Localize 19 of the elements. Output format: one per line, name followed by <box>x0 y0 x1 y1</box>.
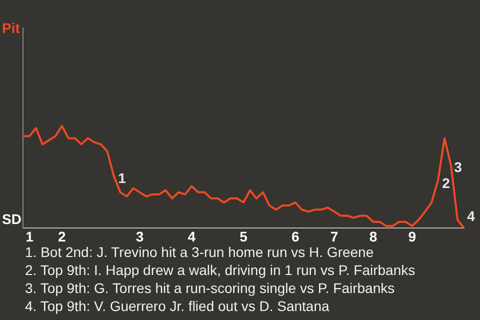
annotation: 2 <box>442 174 450 191</box>
x-tick-label: 7 <box>330 228 338 244</box>
x-tick-label: 3 <box>136 228 144 244</box>
text: SD <box>2 211 22 227</box>
x-tick-label: 5 <box>240 228 248 244</box>
text: 4. Top 9th: V. Guerrero Jr. flied out vs D. Santana <box>25 297 330 315</box>
annotation: 3 <box>454 158 462 175</box>
annotation: 1 <box>118 170 126 186</box>
x-tick-label: 9 <box>408 228 416 244</box>
x-tick-label: 4 <box>188 228 196 244</box>
x-tick-label: 8 <box>369 228 378 244</box>
text: 3. Top 9th: G. Torres hit a run-scoring single vs P. Fairbanks <box>25 279 396 297</box>
text: Pit <box>2 20 20 36</box>
text: 2. Top 9th: I. Happ drew a walk, driving in 1 run vs P. Fairbanks <box>25 261 416 279</box>
x-tick-label: 2 <box>58 228 66 244</box>
text: 1. Bot 2nd: J. Trevino hit a 3-run home run vs H. Greene <box>25 243 375 261</box>
x-tick-label: 6 <box>291 228 300 244</box>
text: 4 <box>467 208 476 224</box>
x-tick-label: 1 <box>26 228 34 244</box>
